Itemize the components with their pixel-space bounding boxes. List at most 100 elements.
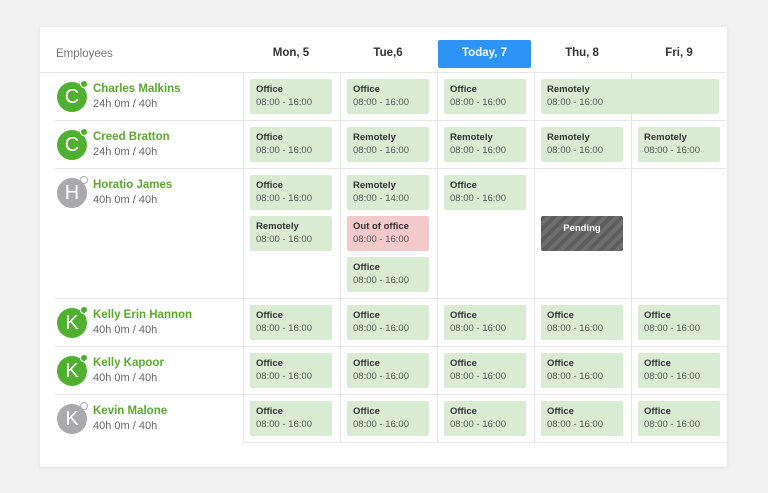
shift-time: 08:00 - 16:00 — [547, 419, 603, 430]
shift-time: 08:00 - 16:00 — [450, 323, 506, 334]
shift-block[interactable]: Office 08:00 - 16:00 — [250, 127, 332, 162]
shift-label: Office — [353, 358, 380, 369]
shift-label: Office — [450, 310, 477, 321]
shift-time: 08:00 - 16:00 — [353, 97, 409, 108]
row-divider — [55, 120, 727, 121]
employee-hours: 40h 0m / 40h — [93, 420, 158, 432]
employee-name[interactable]: Kevin Malone — [93, 405, 168, 417]
shift-time: 08:00 - 16:00 — [353, 323, 409, 334]
shift-label: Office — [256, 310, 283, 321]
row-divider — [55, 346, 727, 347]
shift-block[interactable]: Out of office 08:00 - 16:00 — [347, 216, 429, 251]
day-header: Fri, 9 — [665, 47, 693, 59]
shift-label: Office — [644, 358, 671, 369]
shift-block[interactable]: Remotely 08:00 - 16:00 — [541, 127, 623, 162]
shift-block[interactable]: Office 08:00 - 16:00 — [347, 305, 429, 340]
shift-label: Office — [644, 310, 671, 321]
shift-block[interactable]: Office 08:00 - 16:00 — [541, 305, 623, 340]
shift-block[interactable]: Office 08:00 - 16:00 — [541, 401, 623, 436]
column-divider — [243, 72, 244, 442]
shift-label: Office — [256, 84, 283, 95]
day-header: Thu, 8 — [565, 47, 599, 59]
shift-block[interactable]: Office 08:00 - 16:00 — [638, 353, 720, 388]
shift-block[interactable]: Remotely 08:00 - 16:00 — [638, 127, 720, 162]
shift-block[interactable]: Office 08:00 - 16:00 — [347, 257, 429, 292]
shift-label: Remotely — [547, 84, 590, 95]
row-divider — [55, 298, 727, 299]
shift-block[interactable]: Office 08:00 - 16:00 — [541, 353, 623, 388]
shift-block[interactable]: Office 08:00 - 16:00 — [347, 353, 429, 388]
shift-time: 08:00 - 16:00 — [547, 371, 603, 382]
shift-label: Remotely — [256, 221, 299, 232]
shift-label: Office — [256, 132, 283, 143]
shift-block[interactable]: Office 08:00 - 16:00 — [250, 353, 332, 388]
avatar: K — [57, 356, 87, 386]
day-header: Tue,6 — [373, 47, 403, 59]
shift-time: 08:00 - 16:00 — [256, 97, 312, 108]
shift-time: 08:00 - 16:00 — [353, 145, 409, 156]
shift-block[interactable]: Remotely 08:00 - 16:00 — [250, 216, 332, 251]
shift-time: 08:00 - 16:00 — [256, 323, 312, 334]
shift-time: 08:00 - 16:00 — [547, 323, 603, 334]
shift-label: Office — [450, 358, 477, 369]
status-dot — [80, 306, 88, 314]
column-divider — [631, 72, 632, 442]
shift-label: Office — [353, 310, 380, 321]
shift-time: 08:00 - 16:00 — [450, 145, 506, 156]
employee-name[interactable]: Kelly Erin Hannon — [93, 309, 193, 321]
shift-label: Office — [450, 180, 477, 191]
employee-name[interactable]: Creed Bratton — [93, 131, 170, 143]
shift-block[interactable]: Office 08:00 - 16:00 — [638, 401, 720, 436]
shift-label: Remotely — [644, 132, 687, 143]
shift-block[interactable]: Office 08:00 - 16:00 — [444, 79, 526, 114]
shift-label: Office — [353, 262, 380, 273]
shift-label: Office — [644, 406, 671, 417]
shift-time: 08:00 - 16:00 — [353, 275, 409, 286]
shift-block[interactable]: Office 08:00 - 16:00 — [444, 305, 526, 340]
shift-block[interactable]: Office 08:00 - 16:00 — [250, 401, 332, 436]
employee-hours: 40h 0m / 40h — [93, 194, 158, 206]
row-divider — [40, 72, 727, 73]
pending-shift[interactable]: Pending — [541, 216, 623, 251]
row-divider — [55, 168, 727, 169]
shift-block[interactable]: Remotely 08:00 - 16:00 — [541, 79, 719, 114]
employee-name[interactable]: Charles Malkins — [93, 83, 181, 95]
shift-block[interactable]: Office 08:00 - 16:00 — [347, 401, 429, 436]
column-divider — [534, 72, 535, 442]
shift-time: 08:00 - 16:00 — [547, 97, 603, 108]
status-dot — [80, 128, 88, 136]
employee-name[interactable]: Horatio James — [93, 179, 173, 191]
shift-label: Office — [547, 310, 574, 321]
shift-label: Remotely — [353, 132, 396, 143]
shift-time: 08:00 - 16:00 — [256, 419, 312, 430]
shift-block[interactable]: Office 08:00 - 16:00 — [250, 305, 332, 340]
shift-block[interactable]: Office 08:00 - 16:00 — [444, 353, 526, 388]
shift-block[interactable]: Office 08:00 - 16:00 — [347, 79, 429, 114]
shift-block[interactable]: Office 08:00 - 16:00 — [444, 401, 526, 436]
status-dot — [80, 354, 88, 362]
shift-block[interactable]: Remotely 08:00 - 16:00 — [347, 127, 429, 162]
employee-hours: 40h 0m / 40h — [93, 324, 158, 336]
employee-name[interactable]: Kelly Kapoor — [93, 357, 164, 369]
today-header[interactable]: Today, 7 — [438, 40, 531, 68]
shift-block[interactable]: Office 08:00 - 16:00 — [638, 305, 720, 340]
shift-time: 08:00 - 16:00 — [450, 193, 506, 204]
shift-block[interactable]: Office 08:00 - 16:00 — [444, 175, 526, 210]
shift-block[interactable]: Remotely 08:00 - 14:00 — [347, 175, 429, 210]
shift-label: Office — [353, 84, 380, 95]
shift-block[interactable]: Remotely 08:00 - 16:00 — [444, 127, 526, 162]
shift-block[interactable]: Office 08:00 - 16:00 — [250, 79, 332, 114]
schedule-card: Employees Mon, 5 Tue,6 Today, 7 Thu, 8 Fri, … — [40, 27, 727, 467]
shift-time: 08:00 - 16:00 — [547, 145, 603, 156]
status-dot — [80, 176, 88, 184]
column-divider — [437, 72, 438, 442]
shift-block[interactable]: Office 08:00 - 16:00 — [250, 175, 332, 210]
status-dot — [80, 80, 88, 88]
shift-label: Remotely — [450, 132, 493, 143]
shift-time: 08:00 - 16:00 — [644, 145, 700, 156]
shift-time: 08:00 - 16:00 — [450, 371, 506, 382]
shift-time: 08:00 - 16:00 — [256, 145, 312, 156]
shift-label: Office — [450, 406, 477, 417]
avatar: C — [57, 130, 87, 160]
